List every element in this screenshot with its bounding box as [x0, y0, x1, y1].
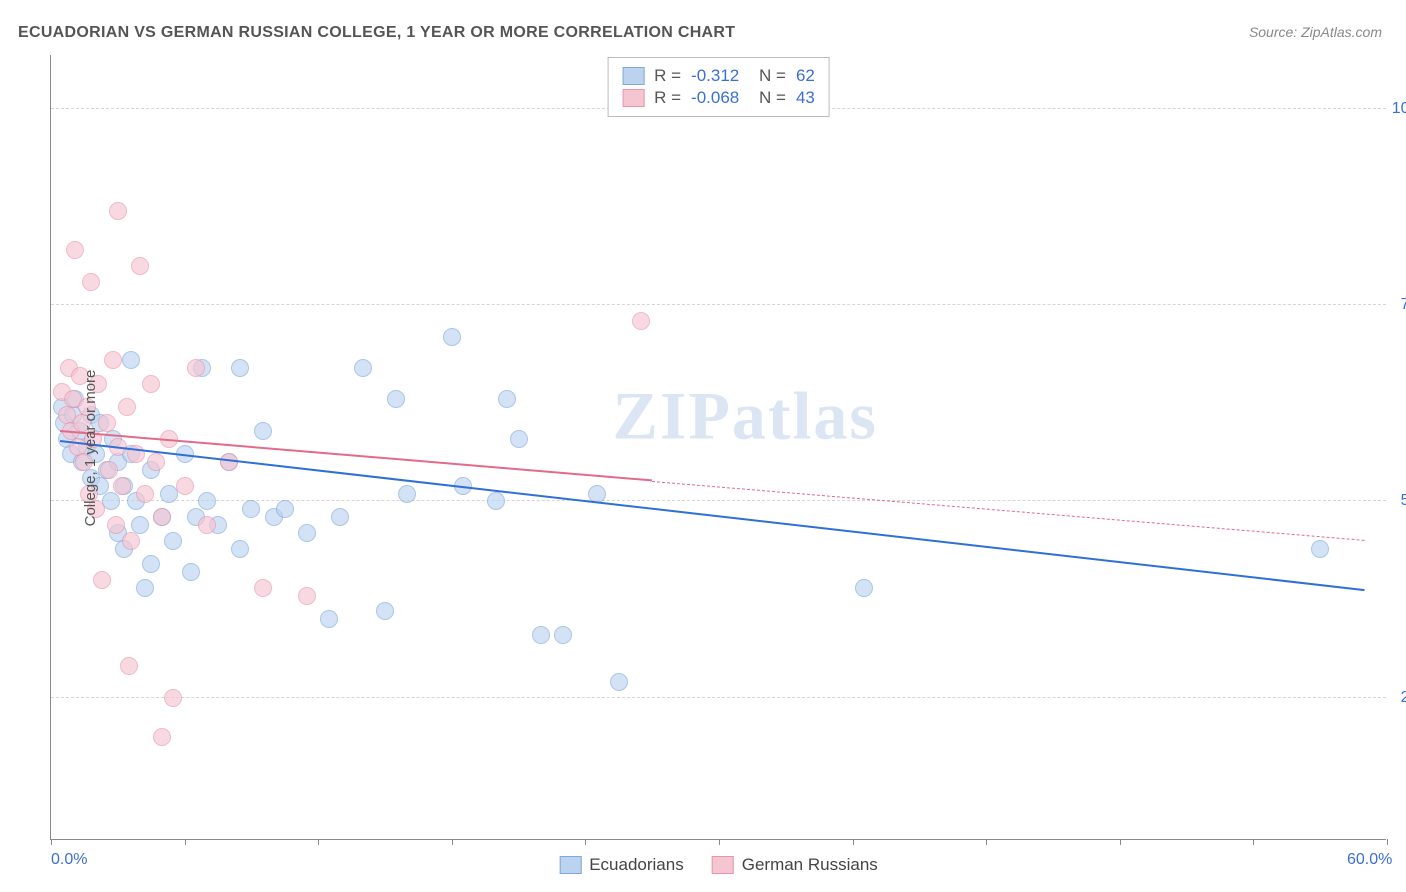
r-label: R = [654, 88, 681, 108]
scatter-point-german_russians [66, 241, 84, 259]
scatter-point-german_russians [147, 453, 165, 471]
x-tick [853, 839, 854, 845]
n-value: 62 [796, 66, 815, 86]
scatter-point-german_russians [104, 351, 122, 369]
r-value: -0.068 [691, 88, 749, 108]
correlation-legend-row: R = -0.068 N = 43 [622, 88, 815, 108]
x-tick [1387, 839, 1388, 845]
scatter-point-ecuadorians [242, 500, 260, 518]
scatter-point-german_russians [254, 579, 272, 597]
scatter-point-ecuadorians [142, 555, 160, 573]
y-axis-label: College, 1 year or more [82, 369, 99, 526]
scatter-point-german_russians [164, 689, 182, 707]
x-tick [452, 839, 453, 845]
scatter-point-ecuadorians [498, 390, 516, 408]
series-legend: Ecuadorians German Russians [559, 855, 878, 875]
scatter-point-german_russians [632, 312, 650, 330]
legend-swatch [559, 856, 581, 874]
scatter-point-ecuadorians [510, 430, 528, 448]
scatter-point-ecuadorians [398, 485, 416, 503]
y-tick-label: 100.0% [1392, 100, 1406, 118]
scatter-point-ecuadorians [276, 500, 294, 518]
scatter-point-ecuadorians [610, 673, 628, 691]
scatter-point-german_russians [136, 485, 154, 503]
x-tick-label: 0.0% [51, 851, 87, 869]
chart-title: ECUADORIAN VS GERMAN RUSSIAN COLLEGE, 1 … [18, 24, 735, 42]
series-label: Ecuadorians [589, 855, 684, 875]
scatter-point-ecuadorians [231, 540, 249, 558]
x-tick [1253, 839, 1254, 845]
scatter-point-german_russians [131, 257, 149, 275]
n-value: 43 [796, 88, 815, 108]
correlation-legend-row: R = -0.312 N = 62 [622, 66, 815, 86]
scatter-point-ecuadorians [182, 563, 200, 581]
chart-container: ZIPatlas 25.0%50.0%75.0%100.0%0.0%60.0%R… [50, 55, 1386, 840]
legend-swatch [712, 856, 734, 874]
x-tick-label: 60.0% [1347, 851, 1392, 869]
scatter-point-ecuadorians [554, 626, 572, 644]
scatter-point-ecuadorians [164, 532, 182, 550]
scatter-point-ecuadorians [298, 524, 316, 542]
scatter-point-german_russians [122, 532, 140, 550]
scatter-point-german_russians [176, 477, 194, 495]
n-label: N = [759, 66, 786, 86]
scatter-point-german_russians [142, 375, 160, 393]
x-tick [185, 839, 186, 845]
scatter-point-ecuadorians [354, 359, 372, 377]
scatter-point-german_russians [187, 359, 205, 377]
r-label: R = [654, 66, 681, 86]
scatter-point-ecuadorians [254, 422, 272, 440]
scatter-point-ecuadorians [1311, 540, 1329, 558]
legend-swatch [622, 67, 644, 85]
scatter-point-german_russians [153, 728, 171, 746]
trend-line [652, 481, 1365, 541]
scatter-point-ecuadorians [376, 602, 394, 620]
scatter-point-ecuadorians [136, 579, 154, 597]
legend-swatch [622, 89, 644, 107]
x-tick [1120, 839, 1121, 845]
r-value: -0.312 [691, 66, 749, 86]
scatter-point-german_russians [98, 414, 116, 432]
correlation-legend: R = -0.312 N = 62 R = -0.068 N = 43 [607, 57, 830, 117]
y-tick-label: 75.0% [1401, 296, 1406, 314]
scatter-point-german_russians [109, 202, 127, 220]
scatter-point-german_russians [120, 657, 138, 675]
plot-area: ZIPatlas 25.0%50.0%75.0%100.0%0.0%60.0%R… [50, 55, 1386, 840]
scatter-point-ecuadorians [532, 626, 550, 644]
scatter-point-german_russians [100, 461, 118, 479]
scatter-point-ecuadorians [102, 492, 120, 510]
y-tick-label: 25.0% [1401, 689, 1406, 707]
scatter-point-ecuadorians [122, 351, 140, 369]
scatter-point-german_russians [118, 398, 136, 416]
scatter-point-ecuadorians [231, 359, 249, 377]
x-tick [719, 839, 720, 845]
n-label: N = [759, 88, 786, 108]
series-label: German Russians [742, 855, 878, 875]
watermark: ZIPatlas [613, 376, 878, 455]
scatter-point-german_russians [153, 508, 171, 526]
scatter-point-ecuadorians [198, 492, 216, 510]
scatter-point-german_russians [82, 273, 100, 291]
source-label: Source: ZipAtlas.com [1249, 24, 1382, 40]
scatter-point-german_russians [113, 477, 131, 495]
gridline [51, 304, 1386, 305]
scatter-point-german_russians [298, 587, 316, 605]
scatter-point-ecuadorians [443, 328, 461, 346]
x-tick [585, 839, 586, 845]
scatter-point-ecuadorians [320, 610, 338, 628]
scatter-point-ecuadorians [387, 390, 405, 408]
gridline [51, 697, 1386, 698]
scatter-point-ecuadorians [331, 508, 349, 526]
scatter-point-ecuadorians [855, 579, 873, 597]
y-tick-label: 50.0% [1401, 492, 1406, 510]
series-legend-item: German Russians [712, 855, 878, 875]
x-tick [986, 839, 987, 845]
scatter-point-german_russians [107, 516, 125, 534]
scatter-point-german_russians [198, 516, 216, 534]
scatter-point-german_russians [93, 571, 111, 589]
x-tick [51, 839, 52, 845]
x-tick [318, 839, 319, 845]
series-legend-item: Ecuadorians [559, 855, 684, 875]
scatter-point-ecuadorians [487, 492, 505, 510]
